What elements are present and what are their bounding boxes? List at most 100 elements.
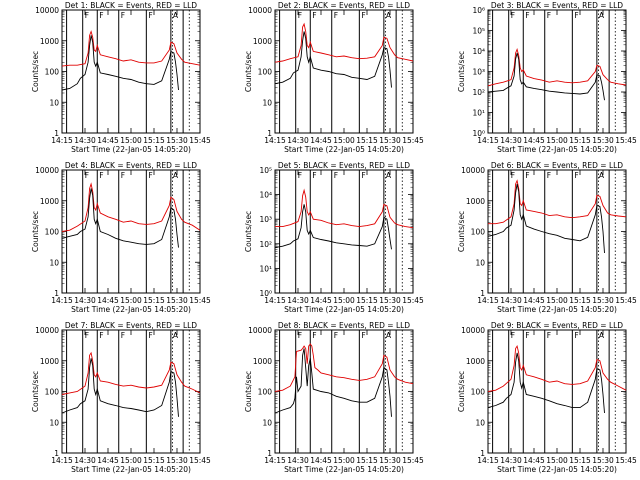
- flag-label: F: [312, 171, 316, 180]
- panel-title: Det 3: BLACK = Events, RED = LLD: [491, 1, 623, 10]
- x-axis-label: Start Time (22-Jan-05 14:05:20): [284, 465, 404, 474]
- flag-label: F: [547, 11, 551, 20]
- y-tick-label: 10: [49, 98, 59, 107]
- x-axis-label: Start Time (22-Jan-05 14:05:20): [284, 305, 404, 314]
- y-tick-label: 10⁵: [472, 27, 485, 36]
- lld-series-line: [61, 30, 201, 67]
- lld-series-line: [275, 188, 414, 229]
- y-tick-label: 10³: [472, 68, 485, 77]
- flag-label: F: [121, 11, 125, 20]
- flag-label: A: [173, 331, 179, 340]
- y-axis-label: Counts/sec: [244, 51, 253, 92]
- panel-title: Det 4: BLACK = Events, RED = LLD: [65, 161, 197, 170]
- y-tick-label: 10⁴: [259, 191, 272, 200]
- x-tick-label: 14:15: [264, 296, 286, 305]
- flag-label: F: [511, 171, 515, 180]
- x-tick-label: 15:15: [356, 296, 378, 305]
- x-tick-label: 14:30: [74, 456, 96, 465]
- x-tick-label: 15:00: [333, 456, 355, 465]
- x-tick-label: 15:45: [189, 456, 211, 465]
- flag-label: F: [511, 11, 515, 20]
- x-tick-label: 15:45: [402, 456, 424, 465]
- lld-series-line: [487, 47, 627, 87]
- y-tick-label: 10: [475, 418, 485, 427]
- x-tick-label: 14:15: [51, 136, 73, 145]
- lld-series-line: [61, 351, 201, 395]
- y-tick-label: 1: [54, 289, 59, 298]
- x-tick-label: 15:30: [592, 296, 614, 305]
- flag-label: F: [85, 171, 89, 180]
- y-tick-label: 10⁰: [259, 289, 272, 298]
- y-tick-label: 10000: [461, 166, 485, 175]
- y-tick-label: 10³: [259, 215, 272, 224]
- x-tick-label: 14:30: [74, 136, 96, 145]
- x-tick-label: 14:15: [264, 136, 286, 145]
- events-series-line: [61, 188, 179, 248]
- flag-label: F: [334, 331, 338, 340]
- events-series-line: [274, 31, 392, 88]
- x-tick-label: 14:45: [523, 136, 545, 145]
- flag-label: F: [121, 331, 125, 340]
- panel-title: Det 5: BLACK = Events, RED = LLD: [278, 161, 410, 170]
- x-tick-label: 15:30: [166, 456, 188, 465]
- events-series-line: [274, 204, 392, 250]
- x-tick-label: 15:00: [333, 136, 355, 145]
- flag-label: A: [599, 171, 605, 180]
- y-tick-label: 10: [49, 258, 59, 267]
- y-axis-label: Counts/sec: [244, 371, 253, 412]
- x-tick-label: 14:45: [523, 296, 545, 305]
- flag-label: F: [312, 11, 316, 20]
- flag-label: F: [298, 11, 302, 20]
- flag-label: A: [599, 11, 605, 20]
- x-tick-label: 15:45: [189, 136, 211, 145]
- x-tick-label: 14:30: [500, 296, 522, 305]
- y-tick-label: 100: [258, 68, 273, 77]
- x-tick-label: 15:00: [333, 296, 355, 305]
- x-tick-label: 15:15: [356, 456, 378, 465]
- panel-title: Det 6: BLACK = Events, RED = LLD: [491, 161, 623, 170]
- x-tick-label: 15:45: [615, 296, 637, 305]
- x-axis-label: Start Time (22-Jan-05 14:05:20): [497, 145, 617, 154]
- panel-title: Det 1: BLACK = Events, RED = LLD: [65, 1, 197, 10]
- x-tick-label: 14:45: [97, 456, 119, 465]
- x-tick-label: 15:30: [592, 136, 614, 145]
- y-axis-label: Counts/sec: [31, 51, 40, 92]
- x-axis-label: Start Time (22-Jan-05 14:05:20): [71, 305, 191, 314]
- y-tick-label: 10²: [259, 240, 272, 249]
- y-axis-label: Counts/sec: [457, 51, 466, 92]
- flag-label: F: [334, 171, 338, 180]
- x-tick-label: 14:15: [51, 456, 73, 465]
- x-tick-label: 15:30: [379, 136, 401, 145]
- detector-panel: Det 6: BLACK = Events, RED = LLD 1 10 100 10…: [457, 161, 637, 314]
- y-tick-label: 1: [480, 289, 485, 298]
- y-tick-label: 1: [480, 449, 485, 458]
- flag-label: A: [386, 11, 392, 20]
- flag-label: F: [361, 11, 365, 20]
- flag-label: F: [525, 331, 529, 340]
- y-tick-label: 100: [471, 388, 486, 397]
- y-tick-label: 1000: [253, 357, 272, 366]
- x-tick-label: 14:45: [97, 296, 119, 305]
- x-tick-label: 15:15: [569, 136, 591, 145]
- x-tick-label: 14:30: [500, 136, 522, 145]
- flag-label: F: [99, 331, 103, 340]
- panel-title: Det 7: BLACK = Events, RED = LLD: [65, 321, 197, 330]
- x-tick-label: 15:15: [143, 136, 165, 145]
- y-axis-label: Counts/sec: [31, 211, 40, 252]
- y-tick-label: 100: [471, 228, 486, 237]
- flag-label: F: [334, 11, 338, 20]
- flag-label: F: [511, 331, 515, 340]
- detector-panel: Det 1: BLACK = Events, RED = LLD 1 10 100 10…: [31, 1, 211, 154]
- x-tick-label: 14:15: [477, 136, 499, 145]
- x-tick-label: 15:00: [120, 296, 142, 305]
- flag-label: F: [525, 11, 529, 20]
- y-tick-label: 1: [267, 449, 272, 458]
- x-tick-label: 14:30: [287, 296, 309, 305]
- flag-label: F: [547, 331, 551, 340]
- x-tick-label: 14:45: [310, 136, 332, 145]
- y-tick-label: 10: [49, 418, 59, 427]
- x-axis-label: Start Time (22-Jan-05 14:05:20): [497, 465, 617, 474]
- y-tick-label: 100: [258, 388, 273, 397]
- flag-label: F: [148, 331, 152, 340]
